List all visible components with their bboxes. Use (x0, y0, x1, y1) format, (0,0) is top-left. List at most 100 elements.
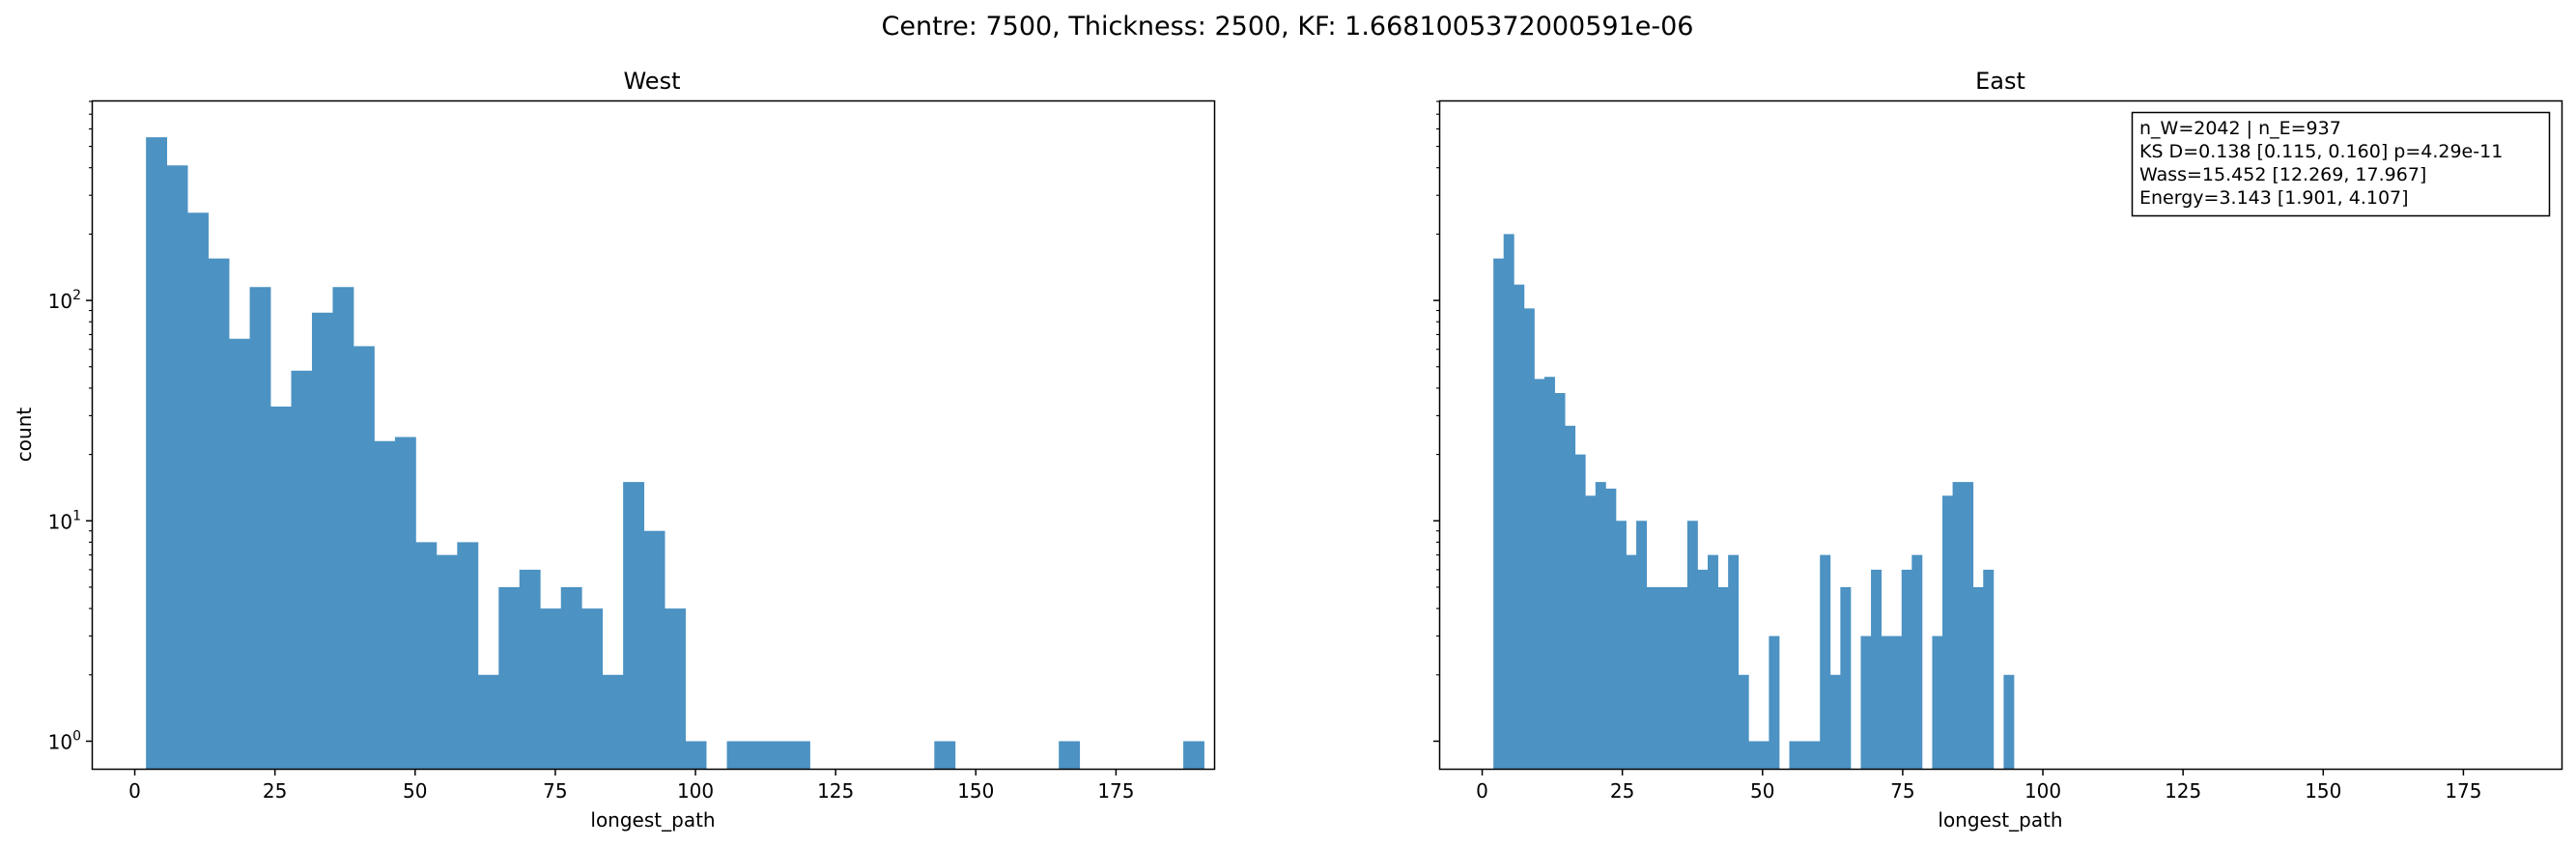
west-bar (415, 542, 438, 769)
east-bar (1503, 234, 1514, 769)
west-bar (540, 608, 562, 769)
east-bar (1963, 482, 1974, 769)
west-bar (332, 287, 354, 769)
east-bar (1738, 674, 1749, 769)
west-bar (934, 741, 956, 769)
west-bar (374, 440, 396, 769)
figure-suptitle: Centre: 7500, Thickness: 2500, KF: 1.668… (882, 12, 1694, 42)
east-bar (1656, 586, 1668, 769)
west-bar (788, 741, 810, 769)
west-bar (623, 482, 645, 769)
east-bar (1901, 569, 1912, 769)
east-bar (1565, 425, 1576, 769)
east-xtick-label: 50 (1750, 779, 1774, 803)
west-bar (249, 287, 271, 769)
west-bar (498, 586, 521, 769)
west-ytick-label: 102 (48, 288, 81, 313)
east-bar (1809, 741, 1821, 769)
west-xtick-label: 100 (677, 779, 714, 803)
west-bar (748, 741, 769, 769)
west-ytick-label: 100 (48, 728, 81, 753)
east-bar (1514, 284, 1525, 769)
east-bars (1493, 234, 2015, 769)
east-xtick-label: 0 (1476, 779, 1488, 803)
west-ylabel: count (13, 408, 36, 463)
east-xtick-label: 175 (2445, 779, 2481, 803)
east-bar (1523, 308, 1535, 769)
east-bar (1932, 635, 1943, 769)
stats-box: n_W=2042 | n_E=937 KS D=0.138 [0.115, 0.… (2131, 111, 2551, 217)
east-title: East (1975, 68, 2025, 95)
east-bar (1840, 586, 1852, 769)
east-bar (1952, 482, 1964, 769)
west-ytick-label: 101 (48, 508, 81, 533)
west-panel: West 0 25 50 75 100 125 150 175 100 101 102 longes… (13, 68, 1216, 832)
east-axis-ticks: 0 25 50 75 100 125 150 175 (1433, 100, 2482, 803)
west-bar (146, 137, 168, 769)
west-bar (602, 674, 624, 769)
east-bar (1748, 741, 1760, 769)
west-plot-frame (91, 99, 1216, 771)
west-bar (726, 741, 749, 769)
east-bar (1758, 741, 1769, 769)
east-bar (1860, 635, 1872, 769)
west-bar (685, 741, 707, 769)
east-bar (1697, 569, 1709, 769)
west-bar (560, 586, 582, 769)
west-bar (1183, 741, 1204, 769)
east-bar (1636, 521, 1648, 769)
east-xtick-label: 75 (1890, 779, 1914, 803)
west-bar (477, 674, 499, 769)
east-xtick-label: 150 (2305, 779, 2341, 803)
east-bar (1972, 586, 1984, 769)
stats-box-frame (2131, 111, 2551, 217)
west-title: West (623, 68, 680, 95)
west-xtick-label: 175 (1097, 779, 1134, 803)
west-bar (187, 212, 209, 769)
east-bar (1646, 586, 1657, 769)
west-bar (353, 346, 375, 769)
east-panel: East 0 25 50 75 100 125 150 175 longest_path n_… (1433, 68, 2563, 832)
east-bar (1789, 741, 1800, 769)
stats-line-counts: n_W=2042 | n_E=937 (2139, 118, 2341, 139)
west-bar (208, 258, 230, 769)
east-bar (1829, 674, 1841, 769)
east-bar (2003, 674, 2015, 769)
west-bar (519, 569, 541, 769)
west-xlabel: longest_path (590, 808, 715, 832)
east-xtick-label: 25 (1610, 779, 1634, 803)
east-bar (1942, 495, 1953, 769)
west-bar (665, 608, 686, 769)
east-bar (1595, 482, 1606, 769)
stats-line-energy: Energy=3.143 [1.901, 4.107] (2139, 187, 2409, 209)
west-xtick-label: 0 (128, 779, 141, 803)
east-bar (1717, 586, 1729, 769)
east-bar (1769, 635, 1780, 769)
stats-line-wass: Wass=15.452 [12.269, 17.967] (2139, 164, 2426, 185)
east-bar (1686, 521, 1698, 769)
west-xtick-label: 50 (403, 779, 427, 803)
west-bar (436, 554, 458, 769)
east-bar (1983, 569, 1995, 769)
west-bar (291, 370, 313, 769)
west-bar (1059, 741, 1081, 769)
west-bar (229, 338, 250, 769)
stats-line-ks: KS D=0.138 [0.115, 0.160] p=4.29e-11 (2139, 141, 2503, 162)
east-bar (1708, 554, 1718, 769)
east-xtick-label: 100 (2024, 779, 2061, 803)
west-bar (457, 542, 479, 769)
west-bar (394, 437, 416, 769)
west-xtick-label: 25 (263, 779, 287, 803)
east-bar (1881, 635, 1892, 769)
west-bar (581, 608, 604, 769)
east-bar (1574, 454, 1586, 769)
east-xlabel: longest_path (1938, 808, 2062, 832)
west-bar (166, 165, 188, 769)
east-bar (1871, 569, 1882, 769)
west-bar (311, 312, 333, 769)
east-bar (1493, 258, 1505, 769)
east-bar (1799, 741, 1811, 769)
east-bar (1677, 586, 1688, 769)
west-bar (270, 406, 292, 769)
west-xtick-label: 125 (817, 779, 854, 803)
